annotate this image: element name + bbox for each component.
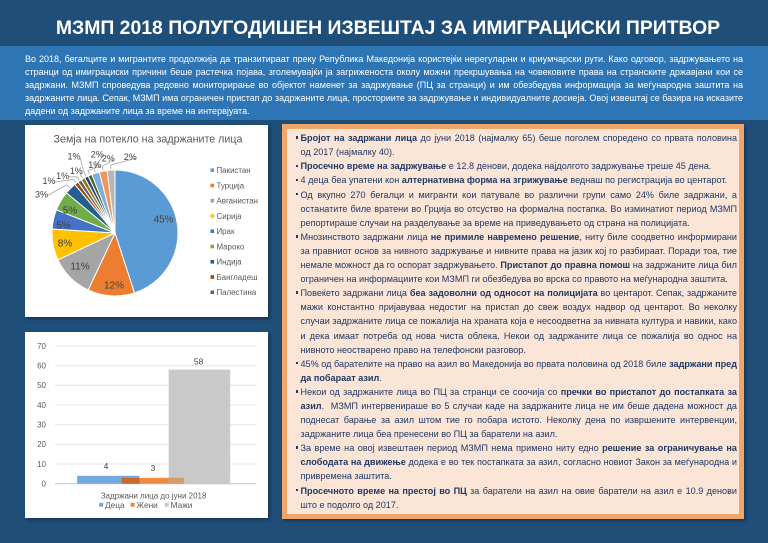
svg-text:Сирија: Сирија bbox=[217, 212, 243, 221]
svg-text:3%: 3% bbox=[35, 190, 48, 200]
svg-text:Мароко: Мароко bbox=[217, 242, 245, 251]
svg-text:Ирак: Ирак bbox=[217, 227, 235, 236]
svg-text:Мажи: Мажи bbox=[171, 500, 193, 510]
svg-text:1%: 1% bbox=[42, 176, 55, 186]
svg-text:Земја на потекло на задржаните: Земја на потекло на задржаните лица bbox=[54, 134, 243, 146]
svg-text:10: 10 bbox=[37, 460, 46, 469]
svg-text:60: 60 bbox=[37, 362, 46, 371]
svg-text:5%: 5% bbox=[56, 221, 71, 232]
svg-text:Палестина: Палестина bbox=[217, 288, 257, 297]
svg-text:50: 50 bbox=[37, 381, 46, 390]
svg-text:1%: 1% bbox=[88, 160, 101, 170]
svg-text:2%: 2% bbox=[124, 152, 137, 162]
svg-text:Пакистан: Пакистан bbox=[217, 166, 251, 175]
svg-text:Авганистан: Авганистан bbox=[217, 197, 259, 206]
svg-text:8%: 8% bbox=[58, 239, 73, 250]
svg-text:45%: 45% bbox=[154, 215, 174, 226]
svg-text:70: 70 bbox=[37, 342, 46, 351]
svg-text:Бангладеш: Бангладеш bbox=[217, 273, 258, 282]
svg-text:3: 3 bbox=[151, 463, 156, 473]
svg-text:58: 58 bbox=[194, 357, 204, 367]
svg-text:1%: 1% bbox=[56, 171, 69, 181]
svg-text:40: 40 bbox=[37, 401, 46, 410]
svg-text:Индија: Индија bbox=[217, 258, 243, 267]
svg-text:0: 0 bbox=[42, 480, 47, 489]
svg-text:Деца: Деца bbox=[105, 500, 125, 510]
svg-text:2%: 2% bbox=[102, 154, 115, 164]
svg-text:1%: 1% bbox=[67, 152, 80, 162]
svg-text:11%: 11% bbox=[70, 262, 89, 273]
svg-text:30: 30 bbox=[37, 421, 46, 430]
svg-text:Задржани лица до јуни 2018: Задржани лица до јуни 2018 bbox=[101, 492, 207, 501]
svg-text:4: 4 bbox=[104, 461, 109, 471]
svg-text:Турција: Турција bbox=[217, 181, 245, 190]
svg-text:5%: 5% bbox=[63, 206, 78, 217]
svg-text:2%: 2% bbox=[91, 149, 104, 159]
svg-text:20: 20 bbox=[37, 440, 46, 449]
svg-text:Жени: Жени bbox=[136, 500, 158, 510]
svg-text:12%: 12% bbox=[104, 281, 124, 292]
svg-text:1%: 1% bbox=[70, 166, 83, 176]
